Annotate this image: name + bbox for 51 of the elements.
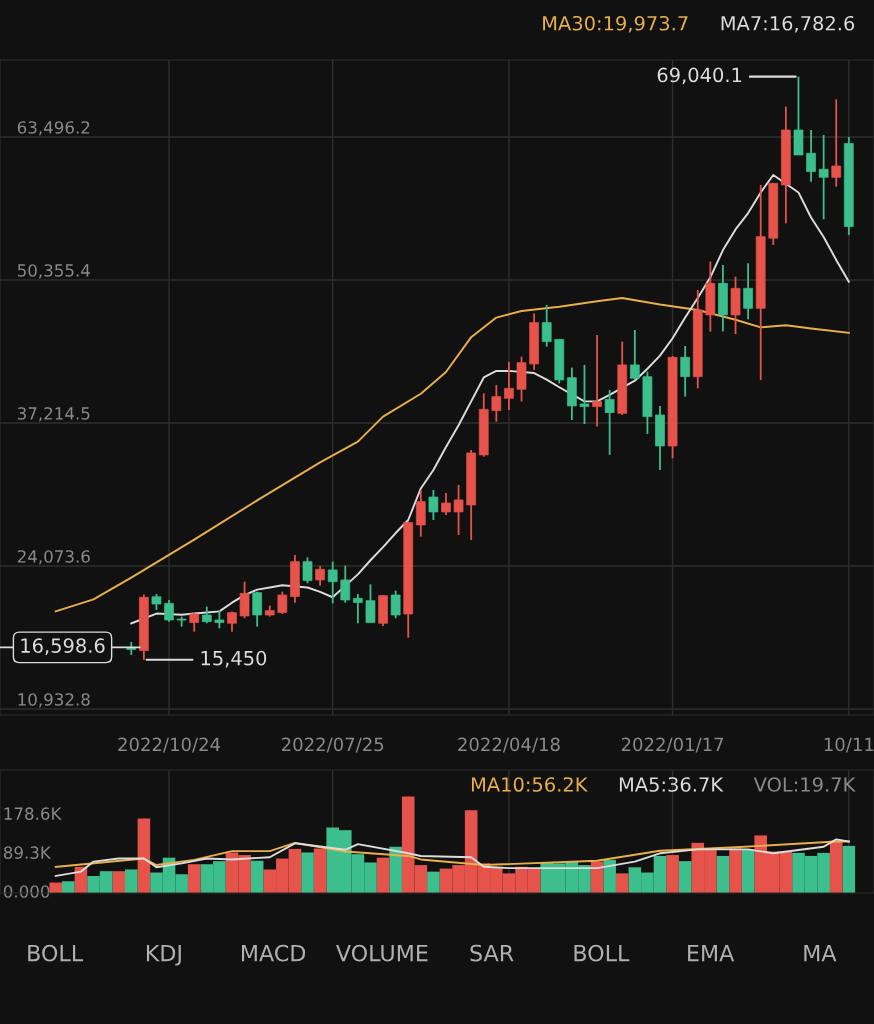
bar [187,864,201,893]
bar [124,869,138,893]
bar [62,881,75,893]
bar [829,840,843,893]
text: MA10:56.2K [471,777,588,792]
text: BOLL [28,944,84,962]
x-tick-label: 2022/01/17 [621,737,724,753]
y-tick-label: 24,073.6 [17,550,90,565]
bar [842,845,856,893]
text: VOL:19.7K [753,777,856,792]
bar [137,818,151,893]
text: BOLL [574,944,630,962]
bar [389,846,402,893]
annotation: 69,040.1 [657,67,742,85]
text: VOLUME [336,944,428,962]
text: EMA [688,944,735,962]
text: SAR [470,944,514,962]
text: MA [804,944,837,962]
bar [666,855,679,893]
bar [250,860,264,893]
bar [313,848,327,893]
line-series [54,838,850,877]
y-tick-label: 89.3K [3,846,52,859]
bar [729,848,742,893]
bar [716,855,730,893]
y-tick-label: 37,214.5 [17,407,90,422]
text: MA30:19,973.7 [543,15,688,33]
bar [603,859,616,893]
text: MACD [242,944,306,962]
y-tick-label: 178.6K [4,807,62,820]
x-tick-label: 10/11 [824,737,874,753]
bar [301,852,314,893]
line-series [54,840,850,868]
annotation: 15,450 [201,650,267,668]
bar [741,849,755,893]
x-tick-label: 2022/07/25 [281,737,384,753]
text: KDJ [146,944,181,966]
ref-line-label: 16,598.6 [21,638,105,655]
bar [678,861,692,893]
bar [376,857,390,893]
bar [615,873,629,893]
y-tick-label: 0.000 [3,885,50,898]
y-tick-label: 63,496.2 [17,121,90,136]
y-tick-label: 10,932.8 [18,693,90,708]
text: MA7:16,782.6 [721,15,855,33]
y-tick-label: 50,355.4 [17,264,90,279]
bar [112,871,125,893]
text: MA5:36.7K [619,777,724,792]
bar [427,871,440,893]
x-tick-label: 2022/04/18 [458,737,560,753]
x-tick-label: 2022/10/24 [118,737,221,753]
